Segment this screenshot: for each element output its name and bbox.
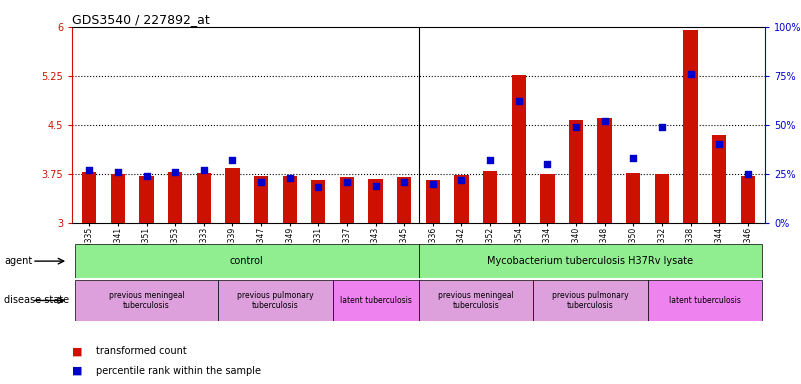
Bar — [540, 174, 554, 223]
Bar — [83, 172, 96, 223]
Text: previous meningeal
tuberculosis: previous meningeal tuberculosis — [109, 291, 184, 310]
Bar — [218, 280, 332, 321]
Bar — [225, 168, 239, 223]
Text: control: control — [230, 256, 264, 266]
Bar — [418, 280, 533, 321]
Point — [513, 98, 525, 104]
Bar — [340, 177, 354, 223]
Point — [398, 179, 411, 185]
Text: percentile rank within the sample: percentile rank within the sample — [96, 366, 261, 376]
Point — [713, 141, 726, 147]
Text: latent tuberculosis: latent tuberculosis — [669, 296, 741, 305]
Point — [140, 173, 153, 179]
Text: previous meningeal
tuberculosis: previous meningeal tuberculosis — [438, 291, 513, 310]
Bar — [425, 180, 440, 223]
Bar — [254, 176, 268, 223]
Point — [684, 71, 697, 77]
Text: ■: ■ — [72, 366, 83, 376]
Bar — [368, 179, 383, 223]
Point — [255, 179, 268, 185]
Text: transformed count: transformed count — [96, 346, 187, 356]
Bar — [741, 176, 755, 223]
Point — [570, 124, 582, 130]
Point — [111, 169, 124, 175]
Bar — [512, 74, 526, 223]
Bar — [168, 172, 183, 223]
Bar — [712, 135, 727, 223]
Point — [541, 161, 553, 167]
Point — [340, 179, 353, 185]
Bar — [654, 174, 669, 223]
Point — [655, 124, 668, 130]
Bar — [139, 176, 154, 223]
Bar — [196, 173, 211, 223]
Point — [226, 157, 239, 163]
Point — [627, 155, 640, 161]
Bar — [311, 180, 325, 223]
Bar — [111, 174, 125, 223]
Bar — [75, 280, 218, 321]
Bar — [533, 280, 647, 321]
Point — [197, 167, 210, 173]
Bar — [283, 176, 297, 223]
Bar — [418, 244, 762, 278]
Bar — [647, 280, 762, 321]
Text: previous pulmonary
tuberculosis: previous pulmonary tuberculosis — [237, 291, 314, 310]
Point — [169, 169, 182, 175]
Point — [455, 177, 468, 183]
Text: previous pulmonary
tuberculosis: previous pulmonary tuberculosis — [552, 291, 629, 310]
Point — [742, 170, 755, 177]
Point — [484, 157, 497, 163]
Point — [83, 167, 95, 173]
Bar — [598, 118, 612, 223]
Point — [312, 184, 324, 190]
Bar — [626, 173, 641, 223]
Text: ■: ■ — [72, 346, 83, 356]
Text: Mycobacterium tuberculosis H37Rv lysate: Mycobacterium tuberculosis H37Rv lysate — [487, 256, 694, 266]
Bar — [332, 280, 418, 321]
Bar — [397, 177, 412, 223]
Point — [598, 118, 611, 124]
Bar — [683, 30, 698, 223]
Text: latent tuberculosis: latent tuberculosis — [340, 296, 412, 305]
Bar — [75, 244, 418, 278]
Text: agent: agent — [4, 256, 32, 266]
Bar — [569, 120, 583, 223]
Point — [426, 180, 439, 187]
Bar — [483, 171, 497, 223]
Text: GDS3540 / 227892_at: GDS3540 / 227892_at — [72, 13, 210, 26]
Point — [369, 182, 382, 189]
Bar — [454, 175, 469, 223]
Point — [284, 175, 296, 181]
Text: disease state: disease state — [4, 295, 69, 306]
